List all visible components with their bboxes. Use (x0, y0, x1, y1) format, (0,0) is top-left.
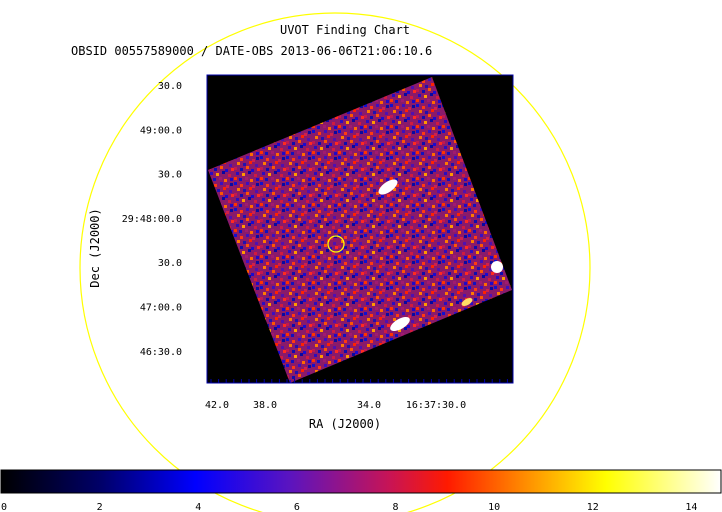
x-tick-label: 38.0 (253, 400, 277, 411)
y-tick-label: 30.0 (158, 258, 182, 269)
y-tick-label: 30.0 (158, 81, 182, 92)
bright-source (461, 298, 473, 306)
colorbar-tick-label: 14 (685, 502, 697, 512)
fov-circle (79, 12, 591, 512)
image-frame (206, 74, 514, 384)
colorbar-ticks: 0 2 4 6 8 10 12 14 (1, 502, 697, 512)
colorbar (0, 469, 722, 494)
y-tick-label: 46:30.0 (140, 347, 182, 358)
y-tick-label: 49:00.0 (140, 125, 182, 136)
colorbar-tick-label: 0 (1, 502, 7, 512)
y-axis-label: Dec (J2000) (88, 208, 102, 287)
bright-source (390, 317, 410, 331)
x-tick-label: 34.0 (357, 400, 381, 411)
x-tick-label: 42.0 (205, 400, 229, 411)
exposure-map (208, 77, 512, 383)
x-tick-labels: 42.0 38.0 34.0 16:37:30.0 (205, 379, 508, 411)
y-tick-labels: 30.0 49:00.0 30.0 29:48:00.0 30.0 47:00.0 46:3… (122, 81, 182, 358)
bright-source (491, 261, 503, 273)
y-tick-label: 30.0 (158, 170, 182, 181)
chart-subtitle: OBSID 00557589000 / DATE-OBS 2013-06-06T… (71, 44, 432, 58)
colorbar-tick-label: 12 (587, 502, 599, 512)
colorbar-tick-label: 8 (393, 502, 399, 512)
colorbar-tick-label: 10 (488, 502, 500, 512)
chart-title: UVOT Finding Chart (280, 23, 410, 37)
y-tick-label: 47:00.0 (140, 303, 182, 314)
y-tick-label: 29:48:00.0 (122, 214, 182, 225)
x-tick-label: 16:37:30.0 (406, 400, 466, 411)
colorbar-tick-label: 4 (195, 502, 201, 512)
colorbar-tick-label: 6 (294, 502, 300, 512)
bright-source (378, 179, 398, 195)
target-marker (327, 235, 345, 253)
colorbar-tick-label: 2 (97, 502, 103, 512)
x-axis-label: RA (J2000) (309, 417, 381, 431)
